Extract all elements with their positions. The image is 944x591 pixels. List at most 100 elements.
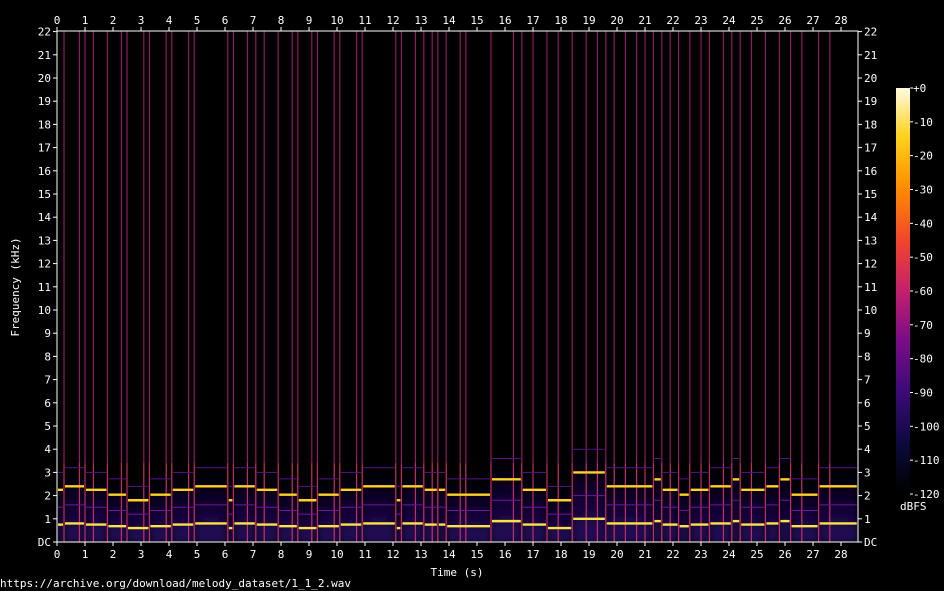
- x-tick-label-top-2: 2: [110, 14, 117, 27]
- x-tick-label-bottom-12: 12: [386, 548, 399, 561]
- x-tick-label-top-25: 25: [750, 14, 763, 27]
- x-tick-label-top-9: 9: [306, 14, 313, 27]
- colorbar-tick-label-4: -40: [913, 217, 933, 230]
- x-tick-label-bottom-11: 11: [358, 548, 371, 561]
- note-energy-8: [227, 482, 234, 542]
- x-tick-label-bottom-28: 28: [834, 548, 847, 561]
- plot-area: [57, 31, 858, 542]
- x-tick-label-top-18: 18: [554, 14, 567, 27]
- x-tick-label-top-8: 8: [278, 14, 285, 27]
- note-energy-6: [171, 467, 195, 542]
- y-tick-label-right-10: 10: [864, 304, 877, 317]
- note-energy-3: [107, 474, 127, 542]
- x-tick-label-bottom-13: 13: [414, 548, 427, 561]
- note-energy-13: [317, 474, 340, 542]
- x-tick-label-bottom-24: 24: [722, 548, 736, 561]
- y-tick-label-right-6: 6: [864, 397, 871, 410]
- y-tick-label-left-14: 14: [38, 211, 52, 224]
- x-tick-label-top-26: 26: [778, 14, 791, 27]
- x-tick-label-top-13: 13: [414, 14, 427, 27]
- colorbar-tick-label-3: -30: [913, 184, 933, 197]
- y-tick-label-left-5: 5: [44, 420, 51, 433]
- y-tick-label-left-17: 17: [38, 142, 51, 155]
- colorbar-tick-label-8: -80: [913, 353, 933, 366]
- colorbar-tick-label-10: -100: [913, 420, 940, 433]
- x-tick-label-bottom-21: 21: [638, 548, 651, 561]
- x-tick-label-bottom-1: 1: [82, 548, 89, 561]
- x-tick-label-top-19: 19: [582, 14, 595, 27]
- y-tick-label-left-16: 16: [38, 165, 51, 178]
- x-tick-label-bottom-8: 8: [278, 548, 285, 561]
- x-tick-label-top-6: 6: [222, 14, 229, 27]
- y-tick-label-left-20: 20: [38, 72, 51, 85]
- y-tick-label-right-17: 17: [864, 142, 877, 155]
- x-tick-label-top-0: 0: [54, 14, 61, 27]
- x-tick-label-top-7: 7: [250, 14, 257, 27]
- x-tick-label-top-16: 16: [498, 14, 511, 27]
- y-tick-label-left-4: 4: [44, 443, 51, 456]
- note-energy-0: [57, 467, 64, 542]
- y-tick-label-right-15: 15: [864, 188, 877, 201]
- note-energy-35: [790, 474, 819, 542]
- colorbar-tick-label-9: -90: [913, 387, 933, 400]
- colorbar-tick-label-12: -120: [913, 488, 940, 501]
- y-tick-label-right-4: 4: [864, 443, 871, 456]
- note-energy-2: [85, 467, 108, 542]
- colorbar-tick-label-5: -50: [913, 251, 933, 264]
- y-tick-label-right-14: 14: [864, 211, 878, 224]
- y-tick-label-right-2: 2: [864, 490, 871, 503]
- y-tick-label-left-11: 11: [38, 281, 51, 294]
- x-tick-label-top-23: 23: [694, 14, 707, 27]
- y-tick-label-left-18: 18: [38, 118, 51, 131]
- y-tick-label-left-21: 21: [38, 49, 51, 62]
- y-tick-label-right-21: 21: [864, 49, 877, 62]
- note-energy-17: [401, 462, 424, 542]
- note-energy-28: [678, 474, 690, 542]
- note-energy-32: [740, 467, 766, 542]
- y-tick-label-left-10: 10: [38, 304, 51, 317]
- note-energy-16: [395, 482, 402, 542]
- colorbar: [896, 88, 910, 494]
- x-tick-label-bottom-22: 22: [666, 548, 679, 561]
- x-tick-label-top-21: 21: [638, 14, 651, 27]
- note-energy-34: [779, 452, 791, 542]
- note-energy-30: [709, 462, 732, 542]
- x-tick-label-bottom-6: 6: [222, 548, 229, 561]
- y-tick-label-right-7: 7: [864, 374, 871, 387]
- y-tick-label-right-16: 16: [864, 165, 877, 178]
- y-tick-label-left-12: 12: [38, 258, 51, 271]
- x-tick-label-bottom-14: 14: [442, 548, 456, 561]
- note-energy-9: [233, 462, 256, 542]
- y-tick-label-left-1: 1: [44, 513, 51, 526]
- colorbar-tick-label-7: -70: [913, 319, 933, 332]
- x-tick-label-bottom-17: 17: [526, 548, 539, 561]
- x-tick-label-bottom-20: 20: [610, 548, 623, 561]
- colorbar-tick-label-2: -20: [913, 150, 933, 163]
- note-energy-14: [339, 467, 363, 542]
- x-tick-label-bottom-4: 4: [166, 548, 173, 561]
- colorbar-tick-label-1: -10: [913, 116, 933, 129]
- x-tick-label-bottom-7: 7: [250, 548, 257, 561]
- x-tick-label-top-10: 10: [330, 14, 343, 27]
- x-tick-label-top-20: 20: [610, 14, 623, 27]
- x-tick-label-top-11: 11: [358, 14, 371, 27]
- note-energy-18: [423, 467, 438, 542]
- y-tick-label-right-9: 9: [864, 327, 871, 340]
- note-energy-20: [446, 474, 491, 542]
- x-axis-label: Time (s): [431, 566, 484, 579]
- x-tick-label-top-17: 17: [526, 14, 539, 27]
- x-tick-label-top-15: 15: [470, 14, 483, 27]
- note-energy-21: [491, 452, 522, 542]
- note-energy-19: [437, 467, 447, 542]
- note-energy-15: [362, 462, 396, 542]
- x-tick-label-bottom-27: 27: [806, 548, 819, 561]
- y-tick-label-right-19: 19: [864, 95, 877, 108]
- note-energy-31: [731, 452, 741, 542]
- y-tick-label-left-8: 8: [44, 350, 51, 363]
- x-tick-label-bottom-19: 19: [582, 548, 595, 561]
- note-energy-26: [653, 452, 662, 542]
- x-tick-label-bottom-5: 5: [194, 548, 201, 561]
- y-tick-label-right-5: 5: [864, 420, 871, 433]
- y-tick-label-left-9: 9: [44, 327, 51, 340]
